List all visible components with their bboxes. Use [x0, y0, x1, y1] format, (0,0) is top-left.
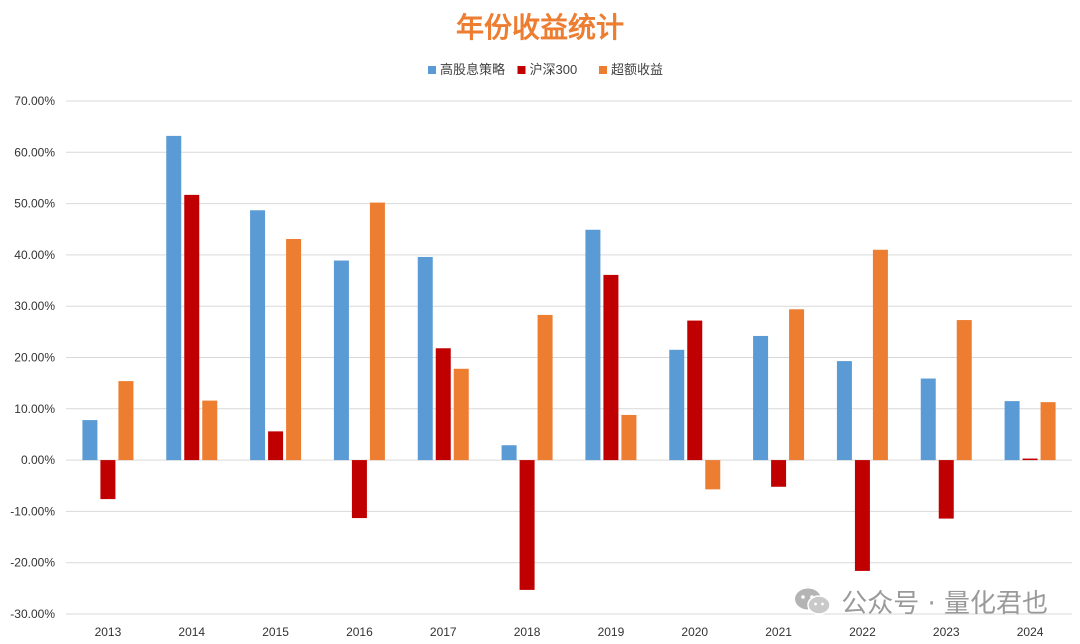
legend-swatch-2	[599, 66, 607, 74]
bar-2018-1	[519, 460, 535, 590]
bar-2021-0	[753, 335, 769, 461]
bar-2014-1	[184, 194, 200, 461]
y-tick-label: -30.00%	[10, 607, 55, 621]
bar-2019-2	[621, 414, 637, 461]
bar-2017-1	[435, 348, 451, 461]
bar-2015-2	[286, 238, 302, 461]
x-tick-label: 2018	[514, 625, 541, 639]
bar-2023-2	[956, 320, 972, 461]
bar-2024-1	[1022, 458, 1038, 461]
x-tick-label: 2024	[1017, 625, 1044, 639]
legend-swatch-1	[517, 66, 526, 74]
bar-2015-0	[250, 210, 266, 461]
bar-2013-2	[118, 381, 134, 461]
bar-2017-2	[453, 368, 469, 461]
y-tick-label: 50.00%	[14, 197, 55, 211]
bar-2024-2	[1040, 402, 1056, 461]
x-tick-label: 2023	[933, 625, 960, 639]
y-tick-label: -10.00%	[10, 504, 55, 518]
bar-2022-0	[836, 361, 852, 461]
y-tick-label: -20.00%	[10, 556, 55, 570]
x-tick-label: 2017	[430, 625, 457, 639]
x-tick-label: 2019	[598, 625, 625, 639]
bar-2014-2	[202, 400, 218, 461]
y-tick-label: 60.00%	[14, 145, 55, 159]
legend-label-2: 超额收益	[611, 62, 663, 77]
y-tick-label: 20.00%	[14, 351, 55, 365]
bar-2022-2	[872, 249, 888, 461]
bar-2019-1	[603, 274, 619, 461]
bar-2022-1	[854, 460, 870, 571]
bar-2023-0	[920, 378, 936, 461]
x-tick-label: 2014	[178, 625, 205, 639]
bar-2018-2	[537, 314, 553, 461]
y-tick-label: 30.00%	[14, 299, 55, 313]
bar-2021-2	[789, 309, 805, 461]
y-tick-label: 0.00%	[21, 453, 55, 467]
wechat-icon	[795, 588, 831, 615]
bar-2013-1	[100, 460, 116, 500]
legend-label-0: 高股息策略	[440, 62, 505, 77]
x-tick-label: 2022	[849, 625, 876, 639]
y-tick-label: 40.00%	[14, 248, 55, 262]
watermark: 公众号 · 量化君也	[793, 583, 1048, 620]
bar-2023-1	[938, 460, 954, 519]
bar-2014-0	[166, 135, 182, 461]
bar-2020-1	[687, 320, 703, 461]
bar-2016-0	[333, 260, 349, 461]
bar-2020-2	[705, 460, 721, 490]
bar-2013-0	[82, 420, 98, 461]
bar-2018-0	[501, 445, 517, 461]
y-tick-label: 10.00%	[14, 402, 55, 416]
bar-2015-1	[268, 431, 284, 461]
x-tick-label: 2021	[765, 625, 792, 639]
legend-label-1: 沪深300	[530, 62, 578, 77]
bar-2021-1	[771, 460, 787, 487]
x-tick-label: 2013	[95, 625, 122, 639]
chart-title: 年份收益统计	[456, 11, 624, 44]
bar-2017-0	[417, 256, 433, 461]
y-tick-label: 70.00%	[14, 94, 55, 108]
x-tick-label: 2016	[346, 625, 373, 639]
bar-2024-0	[1004, 401, 1020, 461]
x-tick-label: 2015	[262, 625, 289, 639]
bar-2016-1	[351, 460, 367, 519]
bar-2020-0	[669, 349, 685, 461]
watermark-text: 公众号 · 量化君也	[841, 589, 1048, 619]
legend-swatch-0	[428, 66, 436, 74]
bar-2019-0	[585, 229, 601, 461]
x-tick-label: 2020	[681, 625, 708, 639]
bar-2016-2	[369, 202, 385, 461]
